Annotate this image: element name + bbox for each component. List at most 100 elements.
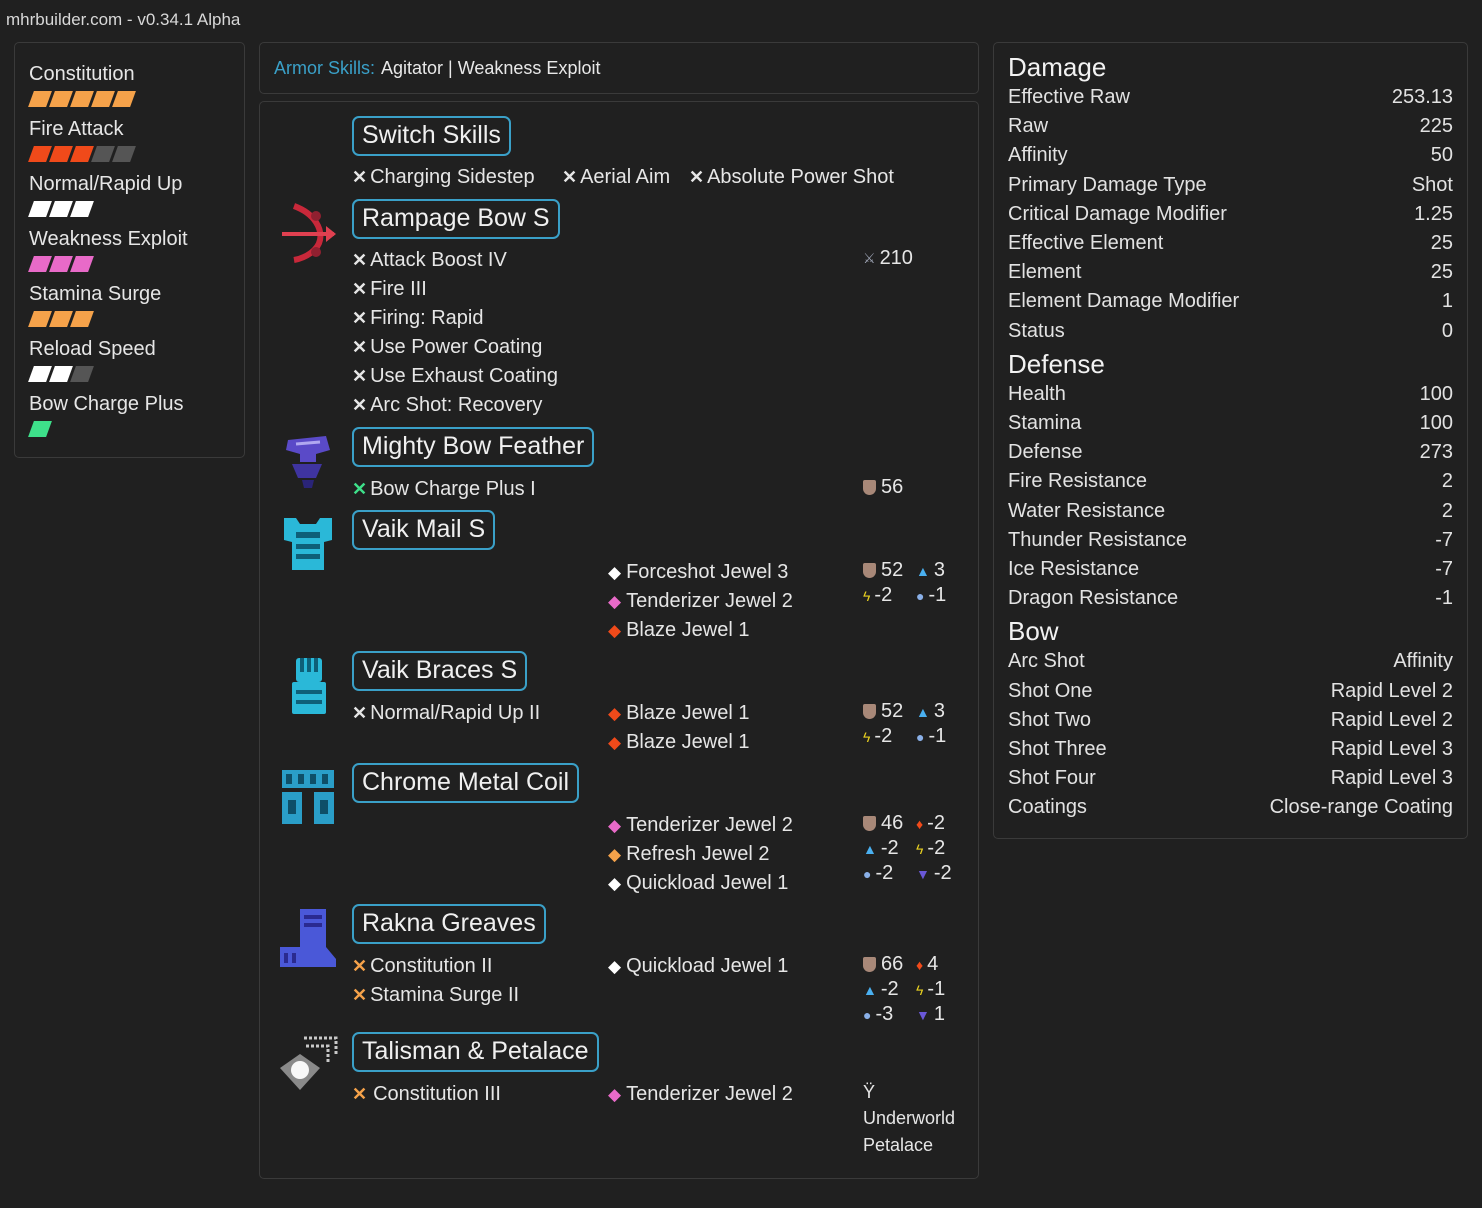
stat-label: Raw — [1008, 115, 1049, 138]
stat-value: -7 — [1435, 558, 1453, 581]
shield-icon — [863, 563, 876, 578]
skill-level-pip — [112, 146, 136, 162]
stat-row: Coatings Close-range Coating — [1008, 793, 1453, 822]
weapon-skill: ✕ Use Exhaust Coating — [352, 365, 558, 387]
talisman-title[interactable]: Talisman & Petalace — [352, 1032, 599, 1072]
stat-row: Raw 225 — [1008, 112, 1453, 141]
ice-icon: ● — [863, 865, 872, 882]
petalace[interactable]: Ÿ Underworld Petalace — [863, 1079, 955, 1159]
stats-panel: Damage Effective Raw 253.13 Raw 225 Affinity 5… — [993, 42, 1468, 839]
skill-summary-row[interactable]: Normal/Rapid Up — [28, 171, 244, 226]
bow-weapon-icon — [282, 203, 336, 263]
skill-level-pips — [28, 91, 244, 107]
decoration-slot[interactable]: ◆ Tenderizer Jewel 2 — [608, 814, 793, 836]
thunder-res-stat: ϟ -2 — [916, 837, 946, 859]
skill-level-pips — [28, 201, 244, 217]
skill-summary-name: Reload Speed — [29, 338, 156, 360]
legs-armor-icon — [280, 909, 336, 967]
water-res-stat: ▲ 3 — [916, 559, 945, 581]
stat-row: Primary Damage Type Shot — [1008, 171, 1453, 200]
skill-summary-row[interactable]: Bow Charge Plus — [28, 391, 244, 446]
arms-armor-icon — [292, 658, 326, 714]
stat-row: Shot Two Rapid Level 2 — [1008, 706, 1453, 735]
gem-icon: ◆ — [608, 873, 622, 893]
shield-icon — [863, 704, 876, 719]
skill-summary-row[interactable]: Constitution — [28, 61, 244, 116]
equipment-panel: Switch Skills ✕ Charging Sidestep ✕ Aerial… — [259, 101, 979, 1179]
stat-label: Thunder Resistance — [1008, 528, 1187, 551]
stat-value: 1.25 — [1414, 202, 1453, 225]
arms-skill: ✕ Normal/Rapid Up II — [352, 702, 541, 724]
crossed-swords-icon: ✕ — [352, 308, 368, 328]
stat-value: Close-range Coating — [1269, 796, 1453, 819]
stat-row: Shot Three Rapid Level 3 — [1008, 735, 1453, 764]
skill-level-pip — [112, 91, 136, 107]
stat-value: 100 — [1419, 382, 1453, 405]
stat-label: Critical Damage Modifier — [1008, 202, 1227, 225]
crossed-swords-icon: ✕ — [352, 479, 368, 499]
skill-summary-row[interactable]: Reload Speed — [28, 336, 244, 391]
switch-skill: ✕ Absolute Power Shot — [689, 166, 894, 188]
crossed-swords-icon: ✕ — [352, 337, 368, 357]
decoration-slot[interactable]: ◆ Refresh Jewel 2 — [608, 843, 770, 865]
skill-summary-row[interactable]: Stamina Surge — [28, 281, 244, 336]
skill-level-pips — [28, 256, 244, 272]
skill-summary-row[interactable]: Weakness Exploit — [28, 226, 244, 281]
skill-summary-name: Fire Attack — [29, 118, 124, 140]
water-drop-icon: ▲ — [916, 562, 930, 579]
decoration-slot[interactable]: ◆ Tenderizer Jewel 2 — [608, 1083, 793, 1105]
decoration-slot[interactable]: ◆ Quickload Jewel 1 — [608, 955, 789, 977]
skill-level-pip — [49, 201, 73, 217]
stat-label: Shot Four — [1008, 767, 1096, 790]
legs-title[interactable]: Rakna Greaves — [352, 904, 546, 944]
thunder-icon: ϟ — [916, 840, 924, 857]
decoration-slot[interactable]: ◆ Quickload Jewel 1 — [608, 872, 789, 894]
weapon-skill: ✕ Firing: Rapid — [352, 307, 484, 329]
skill-level-pips — [28, 146, 244, 162]
shield-icon — [863, 816, 876, 831]
gem-icon: ◆ — [608, 732, 622, 752]
skill-level-pip — [49, 256, 73, 272]
decoration-slot[interactable]: ◆ Blaze Jewel 1 — [608, 731, 750, 753]
decoration-slot[interactable]: ◆ Tenderizer Jewel 2 — [608, 590, 793, 612]
dragon-icon: ▼ — [916, 865, 930, 882]
gem-icon: ◆ — [608, 956, 622, 976]
weapon-title[interactable]: Rampage Bow S — [352, 199, 560, 239]
skill-summary-name: Normal/Rapid Up — [29, 173, 183, 195]
waist-title[interactable]: Chrome Metal Coil — [352, 763, 580, 803]
decoration-slot[interactable]: ◆ Blaze Jewel 1 — [608, 702, 750, 724]
ice-res-stat: ● -1 — [916, 725, 947, 747]
petalace-name-line2: Petalace — [863, 1135, 934, 1155]
stat-value: 0 — [1441, 319, 1453, 342]
crossed-swords-icon: ✕ — [352, 279, 368, 299]
switch-skills-title[interactable]: Switch Skills — [352, 116, 511, 156]
defense-section-title: Defense — [1008, 348, 1105, 379]
decoration-slot[interactable]: ◆ Blaze Jewel 1 — [608, 619, 750, 641]
head-title[interactable]: Mighty Bow Feather — [352, 427, 595, 467]
skill-summary-row[interactable]: Fire Attack — [28, 116, 244, 171]
decoration-slot[interactable]: ◆ Forceshot Jewel 3 — [608, 561, 789, 583]
skill-level-pip — [28, 311, 52, 327]
skill-level-pip — [28, 421, 52, 437]
stat-row: Dragon Resistance -1 — [1008, 584, 1453, 613]
arms-title[interactable]: Vaik Braces S — [352, 651, 528, 691]
chest-title[interactable]: Vaik Mail S — [352, 510, 496, 550]
flame-icon: ♦ — [916, 956, 924, 973]
stat-value: Shot — [1411, 173, 1453, 196]
weapon-skill: ✕ Arc Shot: Recovery — [352, 394, 543, 416]
fire-res-stat: ♦ 4 — [916, 953, 939, 975]
petalace-icon: Ÿ — [863, 1082, 876, 1102]
thunder-icon: ϟ — [916, 981, 924, 998]
gem-icon: ◆ — [608, 591, 622, 611]
skill-level-pip — [70, 146, 94, 162]
stat-value: 2 — [1441, 499, 1453, 522]
crossed-swords-icon: ✕ — [352, 250, 368, 270]
skill-summary-name: Weakness Exploit — [29, 228, 188, 250]
stat-label: Stamina — [1008, 412, 1082, 435]
stat-label: Element Damage Modifier — [1008, 290, 1240, 313]
armor-skills-bar: Armor Skills: Agitator | Weakness Exploi… — [259, 42, 979, 94]
thunder-icon: ϟ — [863, 587, 871, 604]
weapon-skill: ✕ Use Power Coating — [352, 336, 543, 358]
stat-value: Rapid Level 2 — [1330, 679, 1453, 702]
stat-label: Dragon Resistance — [1008, 587, 1179, 610]
